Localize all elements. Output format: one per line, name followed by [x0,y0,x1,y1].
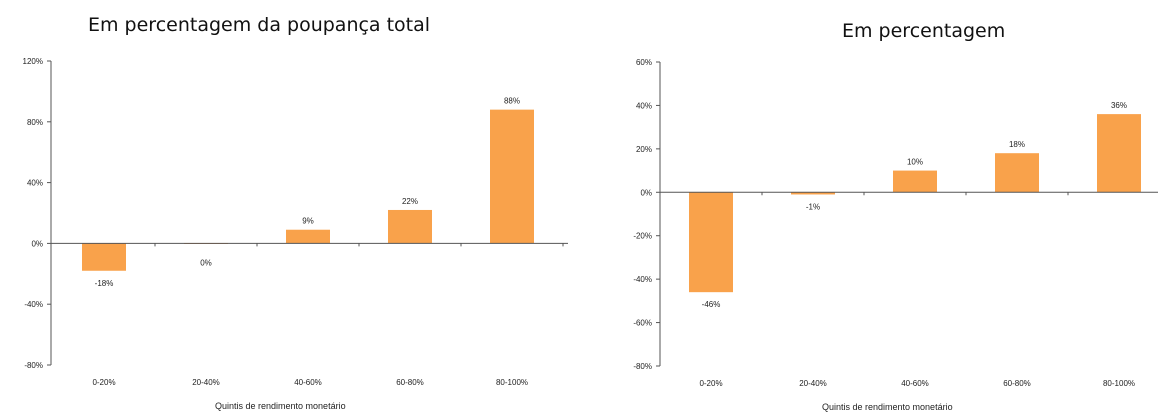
left-x-tick-label: 0-20% [92,378,115,387]
right-y-tick-label: -40% [633,275,652,284]
right-x-tick-label: 0-20% [699,379,722,388]
right-bar [893,170,937,193]
left-bar-chart: -80% -40% 0% 40% 80% 120% -18% 0-20% 0% 20-40% 9% 4… [23,57,568,387]
right-y-tick-label: -60% [633,319,652,328]
right-y-tick-label: -20% [633,232,652,241]
left-y-tick-label: -80% [24,361,43,370]
left-x-tick-label: 80-100% [496,378,528,387]
left-data-label: 0% [200,258,212,267]
right-y-tick-label: 60% [636,58,652,67]
left-bar [82,243,126,271]
left-chart-title: Em percentagem da poupança total [88,14,431,36]
right-x-tick-label: 20-40% [799,379,827,388]
left-x-tick-label: 60-80% [396,378,424,387]
left-bar [286,229,330,244]
left-x-tick-label: 40-60% [294,378,322,387]
right-x-tick-label: 60-80% [1003,379,1031,388]
right-x-axis-label: Quintis de rendimento monetário [822,402,953,412]
left-data-label: 22% [402,197,418,206]
right-y-tick-label: 20% [636,145,652,154]
right-data-label: 18% [1009,140,1025,149]
left-data-label: 9% [302,217,314,226]
right-chart-title: Em percentagem [842,20,1006,42]
left-bar [490,109,534,244]
right-data-label: 36% [1111,101,1127,110]
left-data-label: -18% [95,279,114,288]
right-bar [791,192,835,195]
right-x-tick-label: 80-100% [1103,379,1135,388]
right-y-tick-label: 40% [636,101,652,110]
left-x-tick-label: 20-40% [192,378,220,387]
left-x-axis-label: Quintis de rendimento monetário [215,401,346,411]
right-bar [1097,114,1141,193]
right-data-label: 10% [907,158,923,167]
left-y-tick-label: -40% [24,300,43,309]
right-y-tick-label: -80% [633,362,652,371]
left-y-tick-label: 120% [23,57,43,66]
right-bar [995,153,1039,193]
right-data-label: -1% [806,202,820,211]
left-data-label: 88% [504,97,520,106]
left-y-tick-label: 40% [27,179,43,188]
right-data-label: -46% [702,300,721,309]
left-y-tick-label: 0% [31,239,43,248]
right-bar [689,192,733,293]
right-x-tick-label: 40-60% [901,379,929,388]
left-bar [388,209,432,244]
left-y-tick-label: 80% [27,118,43,127]
right-y-tick-label: 0% [640,188,652,197]
right-bar-chart: -80% -60% -40% -20% 0% 20% 40% 60% -46% 0-20% -1% 2… [633,58,1158,388]
